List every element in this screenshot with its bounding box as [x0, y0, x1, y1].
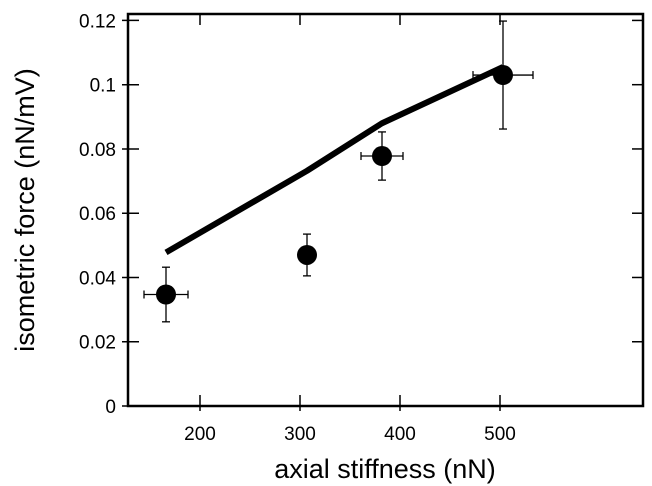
plot-frame	[128, 14, 643, 406]
y-tick-label: 0.12	[79, 11, 116, 32]
y-tick-label: 0.1	[90, 76, 116, 97]
y-tick-label: 0.08	[79, 140, 116, 161]
y-axis-label: isometric force (nN/mV)	[10, 68, 40, 352]
x-tick-label: 300	[284, 424, 316, 445]
tick-labels: 200 300 400 500 0 0.02 0.04 0.06 0.08 0.1 0.12	[79, 11, 516, 445]
ticks	[122, 14, 643, 411]
y-tick-label: 0.04	[79, 268, 116, 289]
fit-line-group	[166, 67, 503, 252]
x-tick-label: 400	[384, 424, 416, 445]
y-tick-label: 0.06	[79, 204, 116, 225]
x-axis-label: axial stiffness (nN)	[274, 454, 496, 484]
data-points	[156, 65, 513, 304]
x-tick-label: 500	[484, 424, 516, 445]
fit-line	[166, 67, 503, 252]
data-point	[493, 65, 513, 85]
data-point	[297, 245, 317, 265]
y-tick-label: 0.02	[79, 333, 116, 354]
y-tick-label: 0	[105, 397, 116, 418]
error-bars	[144, 21, 533, 322]
x-tick-label: 200	[184, 424, 216, 445]
data-point	[372, 146, 392, 166]
data-point	[156, 285, 176, 305]
